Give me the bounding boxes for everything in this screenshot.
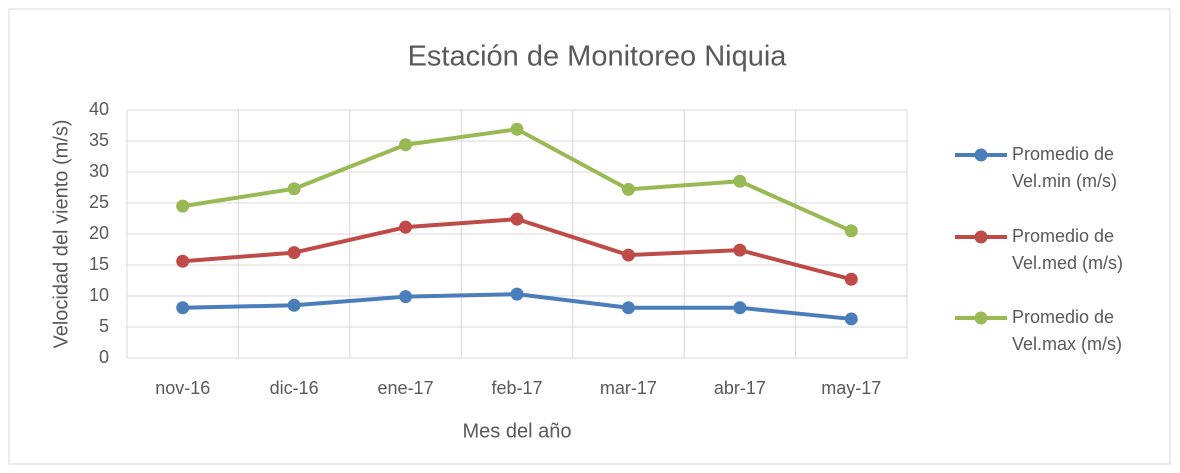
point	[510, 287, 524, 301]
point	[287, 246, 301, 260]
y-tick-label: 20	[89, 223, 109, 243]
x-tick-label: nov-16	[155, 378, 210, 398]
y-axis-label: Velocidad del viento (m/s)	[50, 119, 72, 348]
point	[733, 243, 747, 257]
point	[621, 301, 635, 315]
y-tick-label: 10	[89, 285, 109, 305]
point	[510, 122, 524, 136]
point	[399, 220, 413, 234]
y-tick-label: 40	[89, 99, 109, 119]
point	[844, 224, 858, 238]
y-tick-label: 25	[89, 192, 109, 212]
legend-marker	[974, 230, 988, 244]
point	[621, 182, 635, 196]
y-tick-label: 0	[99, 347, 109, 367]
x-tick-label: feb-17	[491, 378, 542, 398]
point	[287, 298, 301, 312]
y-tick-label: 15	[89, 254, 109, 274]
point	[621, 248, 635, 262]
point	[176, 301, 190, 315]
point	[399, 138, 413, 152]
point	[510, 212, 524, 226]
legend-label: Promedio de Vel.max (m/s)	[1012, 307, 1123, 354]
legend-marker	[974, 148, 988, 162]
x-tick-label: abr-17	[714, 378, 766, 398]
y-tick-label: 30	[89, 161, 109, 181]
x-axis-label: Mes del año	[463, 420, 572, 442]
point	[733, 174, 747, 188]
point	[287, 182, 301, 196]
x-tick-label: ene-17	[378, 378, 434, 398]
point	[399, 290, 413, 304]
legend-marker	[974, 311, 988, 325]
chart-title: Estación de Monitoreo Niquia	[408, 41, 788, 73]
legend-label: Promedio de Vel.med (m/s)	[1012, 226, 1124, 273]
x-tick-label: dic-16	[270, 378, 319, 398]
y-tick-label: 5	[99, 316, 109, 336]
x-tick-label: may-17	[821, 378, 881, 398]
point	[176, 254, 190, 268]
point	[844, 272, 858, 286]
point	[733, 301, 747, 315]
legend-label: Promedio de Vel.min (m/s)	[1012, 144, 1118, 191]
y-tick-label: 35	[89, 130, 109, 150]
x-tick-label: mar-17	[600, 378, 657, 398]
point	[844, 312, 858, 326]
point	[176, 199, 190, 213]
